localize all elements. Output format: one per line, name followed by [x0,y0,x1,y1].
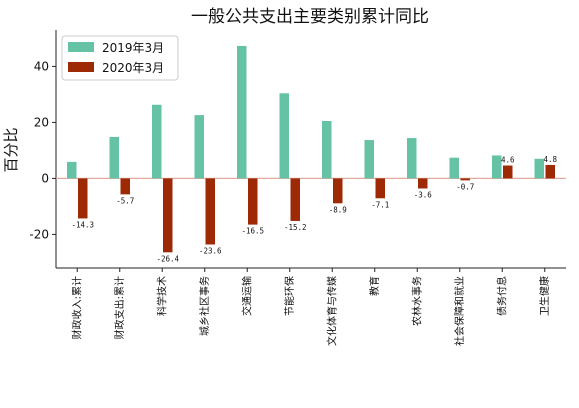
legend-swatch [68,62,94,72]
category-label: 城乡社区事务 [198,276,211,336]
data-label: -7.1 [371,200,389,209]
bar-2019 [407,138,417,179]
legend-label: 2020年3月 [102,61,164,75]
bar-2020 [205,178,215,245]
chart-title: 一般公共支出主要类别累计同比 [191,7,429,27]
bar-2019 [237,45,247,179]
category-label: 财政收入:累计 [70,276,83,339]
bar-2020 [248,178,258,225]
legend-swatch [68,42,94,52]
y-axis-label: 百分比 [2,127,20,172]
bar-2020 [333,178,343,204]
axes: -20 0 20 40 [29,30,566,272]
bar-2020 [545,164,555,179]
category-label: 科学技术 [155,276,168,316]
category-label: 教育 [368,276,381,296]
data-label: -26.4 [156,254,179,263]
bar-2020 [375,178,385,199]
data-labels: -14.3 -5.7 -26.4 -23.6 -16.5 -15.2 -8.9 -7.1 -3.… [71,155,557,263]
legend-label: 2019年3月 [102,41,164,55]
bar-2019 [364,140,374,179]
bar-2020 [290,178,300,221]
data-label: -16.5 [241,227,264,236]
data-label: -23.6 [199,246,222,255]
category-label: 文化体育与传媒 [325,276,338,346]
category-label: 卫生健康 [538,276,551,316]
y-tick-label: 0 [41,171,49,185]
bar-2019 [322,121,332,179]
bar-2020 [460,178,470,181]
bar-2019 [492,155,502,179]
bar-2020 [418,178,428,189]
bar-2019 [279,93,289,179]
bar-2019 [152,104,162,179]
data-label: -0.7 [456,182,474,191]
bar-2019 [67,161,77,179]
y-tick-label: 20 [34,115,49,129]
data-label: 4.8 [543,155,557,164]
bar-2019 [194,115,204,179]
category-label: 社会保障和就业 [453,276,466,346]
bar-2019 [534,158,544,179]
data-label: -3.6 [414,190,433,199]
data-label: -15.2 [284,223,307,232]
bar-2020 [503,165,513,179]
y-tick-label: -20 [29,227,49,241]
bar-2019 [449,157,459,179]
category-label: 节能环保 [283,276,296,316]
category-label: 农林水事务 [410,276,423,326]
bar-2020 [120,178,130,195]
bar-2020 [78,178,88,219]
data-label: 4.6 [501,156,515,165]
data-label: -8.9 [329,205,347,214]
category-label: 交通运输 [240,276,253,316]
legend: 2019年3月 2020年3月 [61,35,179,81]
y-tick-label: 40 [34,59,49,73]
bar-2019 [109,136,119,179]
category-label: 债务付息 [495,276,508,316]
data-label: -5.7 [116,196,134,205]
bars [67,45,555,253]
bar-2020 [163,178,173,253]
data-label: -14.3 [71,220,94,229]
category-label: 财政支出:累计 [113,276,126,339]
category-labels: 财政收入:累计 财政支出:累计 科学技术 城乡社区事务 交通运输 节能环保 文化体育与传媒 教… [70,276,551,346]
